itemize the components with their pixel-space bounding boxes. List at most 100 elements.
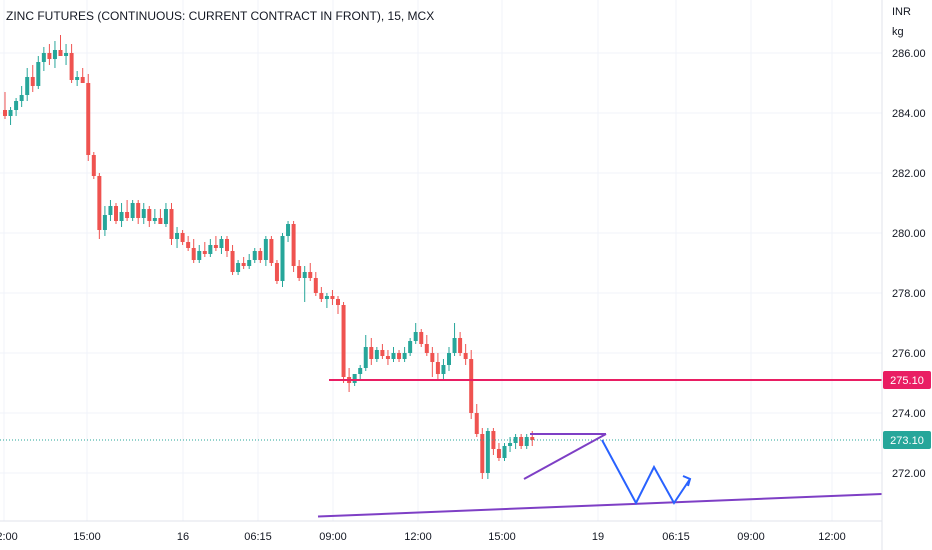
triangle-bottom-line[interactable] (523, 433, 607, 480)
candle-body (114, 206, 118, 221)
candle-body (374, 350, 379, 359)
candle-body (480, 434, 485, 473)
candle-body (291, 224, 296, 266)
y-tick-label: 282.00 (892, 168, 926, 180)
candle-body (313, 278, 318, 293)
candle (519, 434, 524, 449)
candle (324, 293, 329, 308)
candle-body (19, 95, 24, 101)
support-trendline[interactable] (317, 493, 883, 518)
candle (358, 365, 363, 380)
projection-path[interactable] (601, 439, 691, 506)
candle-body (91, 155, 96, 176)
candle-body (402, 353, 407, 359)
candle-body (447, 353, 451, 365)
grid (0, 0, 882, 521)
candle (291, 221, 296, 272)
candle-body (241, 263, 246, 266)
drawings (0, 379, 883, 518)
candle (413, 323, 418, 344)
candle-body (519, 437, 524, 446)
candle-body (175, 233, 180, 239)
price-tag-bg (883, 371, 931, 389)
x-tick-label: 12:00 (818, 531, 846, 543)
time-axis[interactable]: 12:00 15:00 16 06:15 09:00 12:00 15:00 19 06:15 0… (0, 531, 846, 543)
candle (47, 44, 52, 65)
candle (463, 344, 468, 365)
candle (441, 359, 446, 380)
candle (30, 65, 35, 92)
price-tag-label: 273.10 (890, 435, 924, 447)
candle (391, 347, 396, 362)
candle (3, 92, 7, 119)
candle (458, 332, 463, 356)
candle-body (408, 341, 413, 353)
candle-body (330, 296, 335, 299)
candle-body (30, 77, 35, 86)
candle (474, 404, 479, 437)
candle (58, 35, 63, 56)
candle (374, 347, 379, 362)
x-tick-label: 12:00 (0, 531, 18, 543)
candle-body (197, 251, 202, 260)
candle-body (147, 209, 152, 221)
candle (219, 236, 224, 254)
candle (80, 68, 85, 83)
candle (502, 443, 507, 461)
candle (508, 437, 513, 452)
candle (408, 338, 413, 356)
candle-body (524, 437, 529, 446)
candle-body (52, 50, 57, 59)
candle-body (130, 203, 135, 218)
x-tick-label: 16 (177, 531, 189, 543)
currency-label: INR (892, 6, 911, 18)
candle-body (391, 353, 396, 359)
y-tick-label: 272.00 (892, 468, 926, 480)
candle-body (47, 53, 52, 59)
candle-body (435, 362, 440, 374)
x-tick-label: 15:00 (73, 531, 101, 543)
candle-body (158, 218, 163, 224)
unit-label: kg (892, 26, 904, 38)
x-tick-label: 09:00 (737, 531, 765, 543)
price-tag-label: 275.10 (890, 375, 924, 387)
candle-body (169, 209, 174, 239)
x-tick-label: 06:15 (244, 531, 272, 543)
candle-body (230, 251, 235, 272)
candle (8, 107, 13, 125)
candle-body (269, 239, 274, 263)
candle (247, 254, 252, 269)
candle (225, 236, 229, 257)
candle-body (152, 218, 157, 221)
price-axis[interactable]: 286.00 284.00 282.00 280.00 278.00 276.00 274.… (892, 48, 926, 480)
candle (41, 47, 46, 71)
candle-body (36, 62, 41, 86)
candle (469, 350, 474, 419)
candle-body (219, 239, 224, 248)
candle-body (8, 110, 13, 116)
candle (397, 350, 402, 362)
candle (302, 266, 307, 302)
candle (136, 200, 141, 224)
candle (402, 347, 407, 362)
candle-body (513, 437, 518, 443)
price-tag-bg (883, 431, 931, 449)
candle-body (263, 239, 268, 260)
y-tick-label: 274.00 (892, 408, 926, 420)
candle (208, 239, 213, 257)
candle (19, 86, 24, 107)
candle-body (385, 356, 390, 359)
candle (230, 245, 235, 275)
candle (424, 335, 429, 356)
candle-body (358, 368, 363, 374)
x-tick-label: 06:15 (662, 531, 690, 543)
candle (119, 203, 124, 227)
candle-body (247, 260, 252, 266)
candle-body (186, 242, 191, 248)
candle-body (474, 413, 479, 434)
candle-body (119, 212, 124, 221)
candle (213, 236, 218, 251)
projection-arrow-head (682, 475, 692, 487)
candle (191, 239, 196, 263)
